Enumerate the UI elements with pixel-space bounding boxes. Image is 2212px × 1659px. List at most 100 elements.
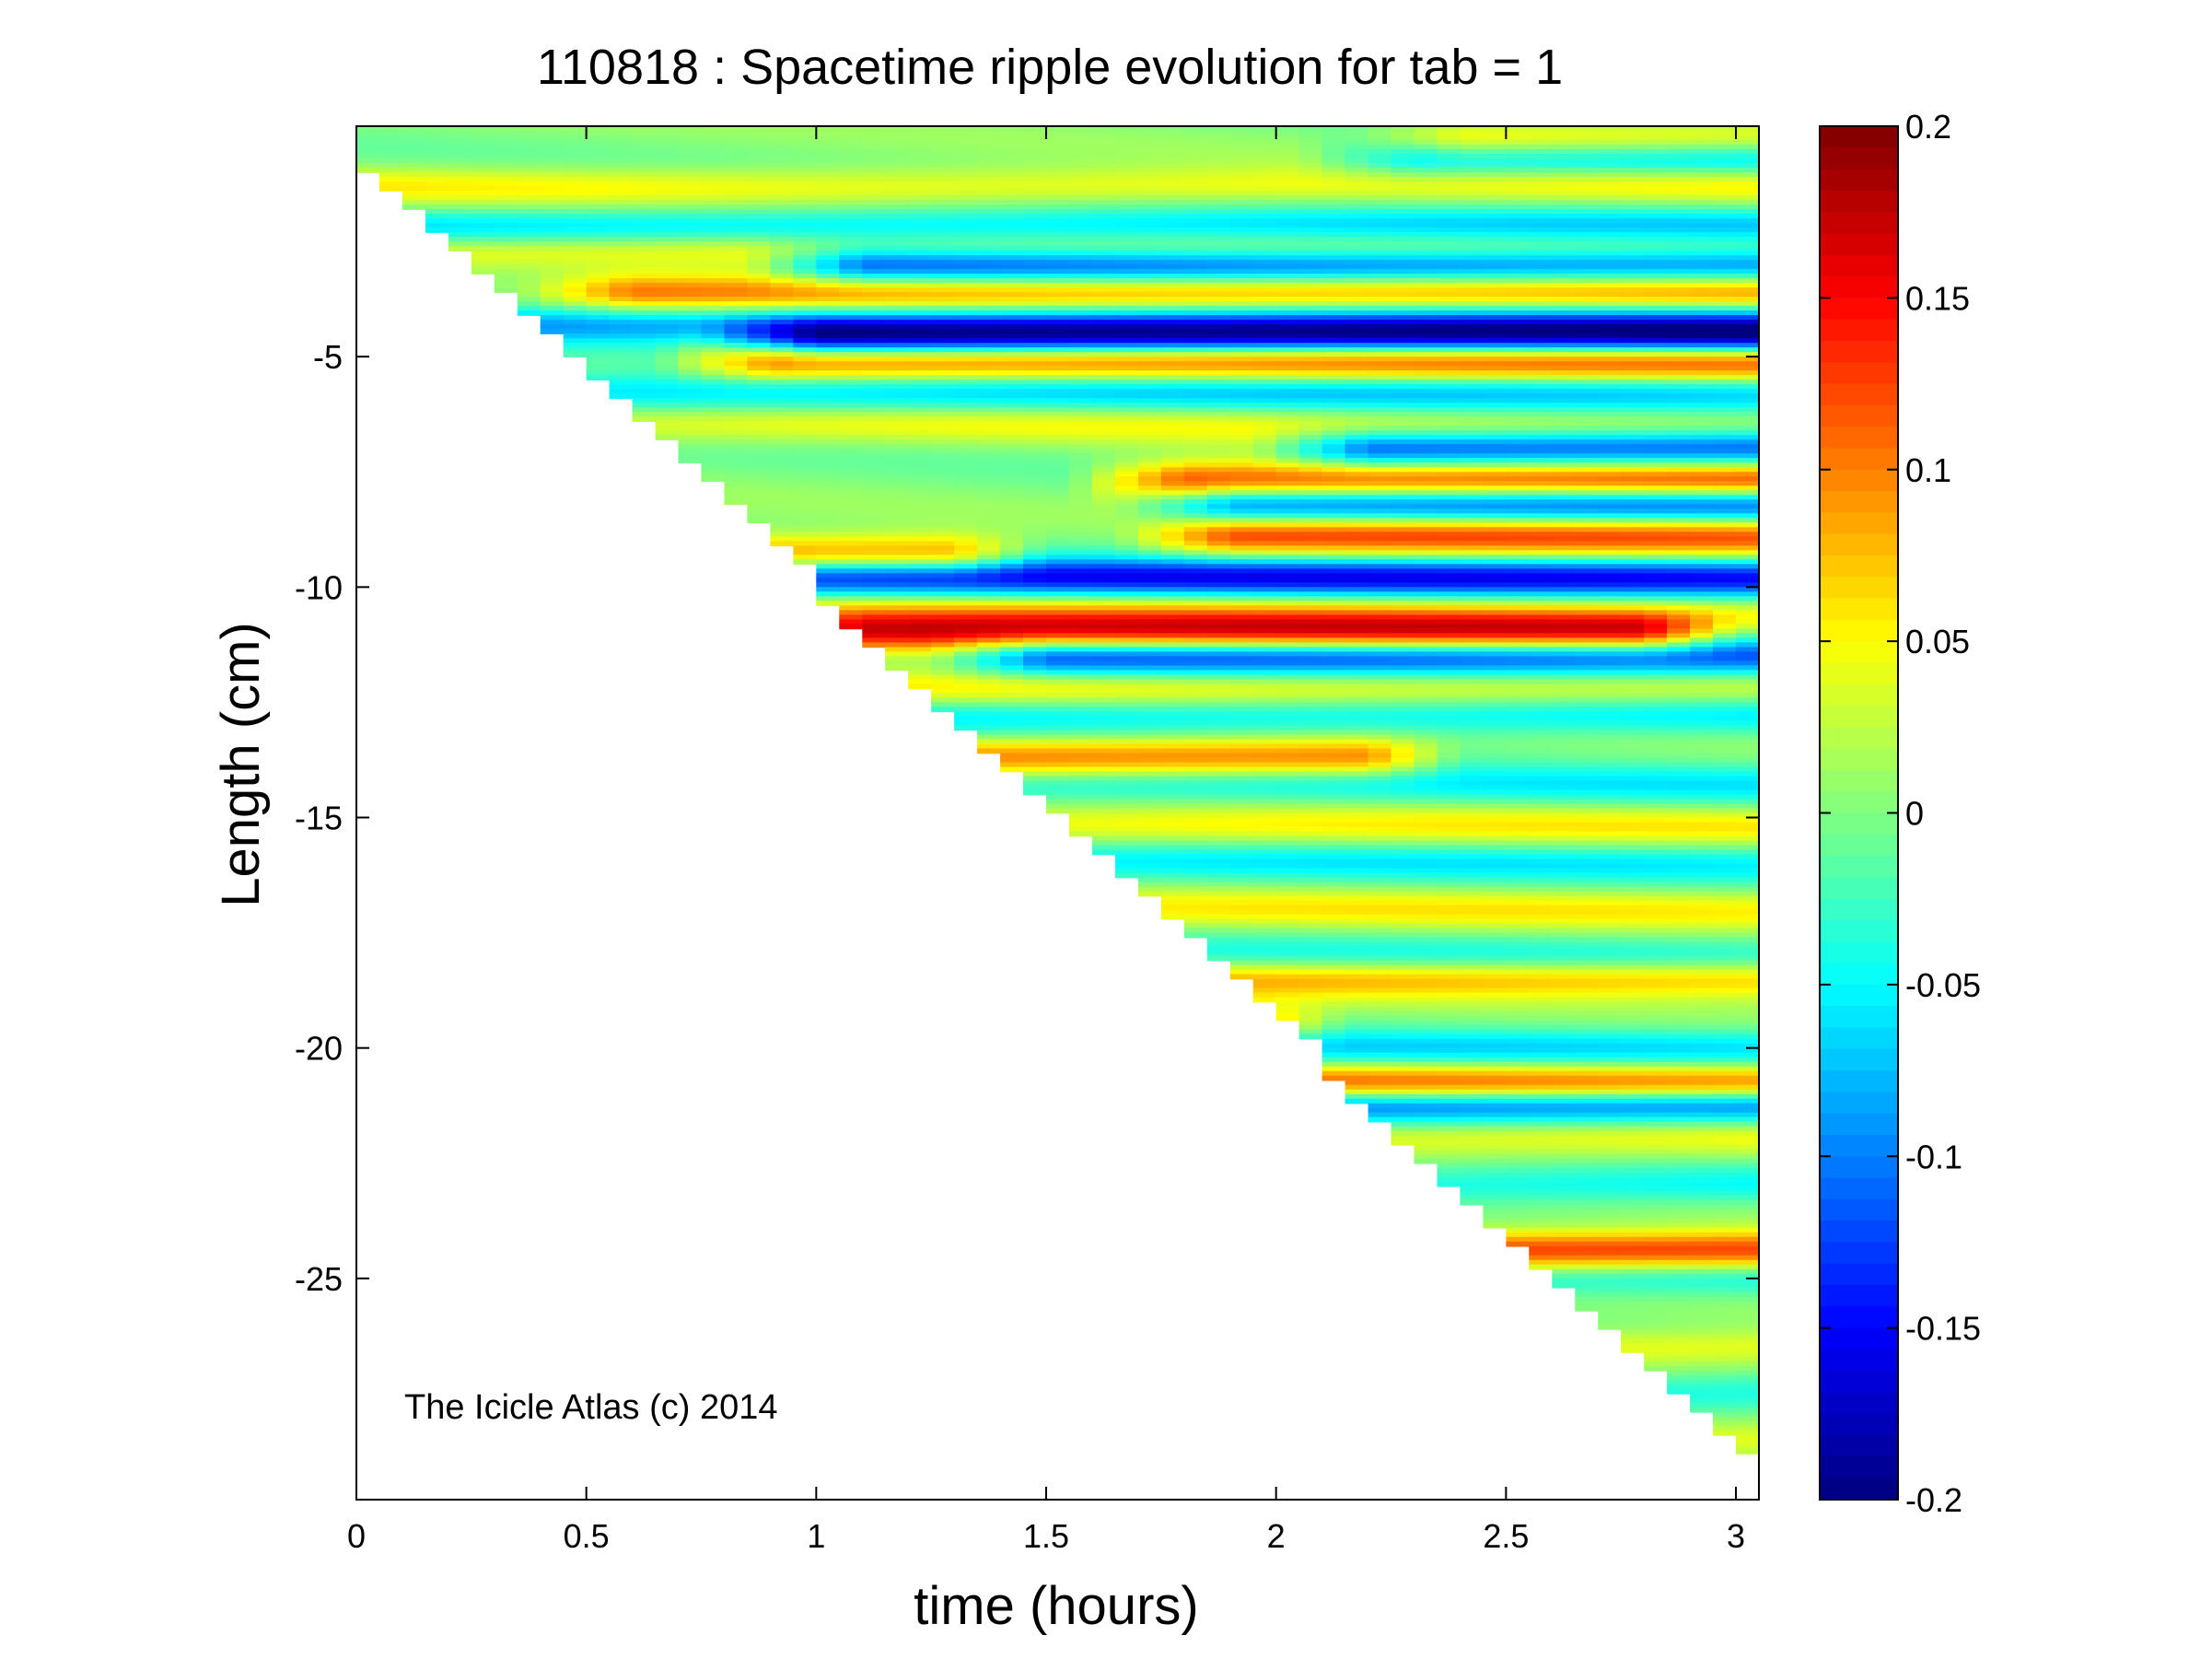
heatmap-cell <box>1160 430 1185 436</box>
heatmap-cell <box>1137 504 1162 510</box>
heatmap-cell <box>1345 693 1369 699</box>
heatmap-cell <box>977 384 1001 390</box>
heatmap-cell <box>1023 214 1047 219</box>
heatmap-cell <box>1275 730 1300 736</box>
heatmap-cell <box>862 398 887 403</box>
heatmap-cell <box>954 683 978 690</box>
heatmap-cell <box>1229 251 1254 256</box>
heatmap-cell <box>1275 762 1300 768</box>
heatmap-cell <box>954 131 978 136</box>
heatmap-cell <box>1368 624 1392 630</box>
heatmap-cell <box>1206 941 1231 948</box>
heatmap-cell <box>1345 126 1369 132</box>
heatmap-cell <box>1160 863 1185 870</box>
heatmap-cell <box>1206 485 1231 492</box>
heatmap-cell <box>1183 209 1208 215</box>
heatmap-cell <box>724 209 749 215</box>
heatmap-cell <box>1206 840 1231 847</box>
heatmap-cell <box>1345 1066 1369 1072</box>
heatmap-cell <box>977 251 1001 256</box>
heatmap-cell <box>1368 228 1392 233</box>
heatmap-cell <box>1023 343 1047 348</box>
heatmap-cell <box>471 223 495 228</box>
heatmap-cell <box>1046 771 1070 777</box>
heatmap-cell <box>839 177 864 182</box>
heatmap-cell <box>977 320 1001 325</box>
heatmap-cell <box>931 485 955 492</box>
heatmap-cell <box>1321 264 1346 270</box>
heatmap-cell <box>1298 513 1323 520</box>
heatmap-cell <box>931 181 955 187</box>
heatmap-cell <box>1183 826 1208 833</box>
heatmap-cell <box>1229 946 1254 952</box>
heatmap-cell <box>1114 605 1139 612</box>
heatmap-cell <box>1183 817 1208 824</box>
heatmap-cell <box>448 145 472 150</box>
heatmap-cell <box>1229 771 1254 777</box>
heatmap-cell <box>954 352 978 357</box>
heatmap-cell <box>793 149 818 155</box>
heatmap-cell <box>1321 665 1346 672</box>
heatmap-cell <box>1275 601 1300 607</box>
heatmap-cell <box>885 301 909 307</box>
heatmap-cell <box>862 329 887 334</box>
heatmap-cell <box>1206 605 1231 612</box>
heatmap-cell <box>1092 412 1116 417</box>
heatmap-cell <box>931 707 955 713</box>
heatmap-cell <box>540 163 565 169</box>
heatmap-cell <box>862 237 887 242</box>
heatmap-cell <box>356 135 380 141</box>
heatmap-cell <box>1000 716 1024 722</box>
heatmap-cell <box>1298 624 1323 630</box>
heatmap-cell <box>1345 1080 1369 1086</box>
heatmap-cell <box>655 214 680 219</box>
heatmap-cell <box>1321 1070 1346 1077</box>
heatmap-cell <box>908 389 932 394</box>
heatmap-cell <box>1298 937 1323 943</box>
heatmap-cell <box>1345 1093 1369 1100</box>
heatmap-cell <box>1160 329 1185 334</box>
heatmap-cell <box>1321 237 1346 242</box>
heatmap-cell <box>540 186 565 192</box>
heatmap-cell <box>1206 683 1231 690</box>
heatmap-cell <box>678 204 703 210</box>
heatmap-cell <box>1160 292 1185 298</box>
heatmap-cell <box>931 140 955 146</box>
heatmap-cell <box>1298 794 1323 800</box>
heatmap-cell <box>1069 596 1093 602</box>
heatmap-cell <box>678 135 703 141</box>
heatmap-cell <box>1183 683 1208 690</box>
heatmap-cell <box>770 472 795 478</box>
heatmap-cell <box>1252 264 1277 270</box>
heatmap-cell <box>1046 343 1070 348</box>
heatmap-cell <box>1114 467 1139 473</box>
heatmap-cell <box>1160 481 1185 487</box>
heatmap-cell <box>1183 859 1208 865</box>
heatmap-cell <box>1160 214 1185 219</box>
heatmap-cell <box>816 251 841 256</box>
heatmap-cell <box>1000 707 1024 713</box>
heatmap-cell <box>1092 628 1116 635</box>
heatmap-cell <box>1160 582 1185 589</box>
heatmap-cell <box>1345 320 1369 325</box>
heatmap-cell <box>379 135 403 141</box>
heatmap-cell <box>1298 168 1323 173</box>
heatmap-cell <box>1183 181 1208 187</box>
heatmap-cell <box>747 246 772 251</box>
heatmap-cell <box>1114 237 1139 242</box>
heatmap-cell <box>908 204 932 210</box>
heatmap-cell <box>1368 914 1392 920</box>
heatmap-cell <box>1092 564 1116 570</box>
heatmap-cell <box>1298 582 1323 589</box>
heatmap-cell <box>816 356 841 362</box>
heatmap-cell <box>977 476 1001 483</box>
heatmap-cell <box>1298 923 1323 929</box>
heatmap-cell <box>816 458 841 463</box>
heatmap-cell <box>494 177 518 182</box>
heatmap-cell <box>379 168 403 173</box>
heatmap-cell <box>1137 753 1162 759</box>
heatmap-cell <box>1229 757 1254 764</box>
heatmap-cell <box>1275 274 1300 279</box>
heatmap-cell <box>1345 485 1369 492</box>
heatmap-cell <box>1275 835 1300 842</box>
